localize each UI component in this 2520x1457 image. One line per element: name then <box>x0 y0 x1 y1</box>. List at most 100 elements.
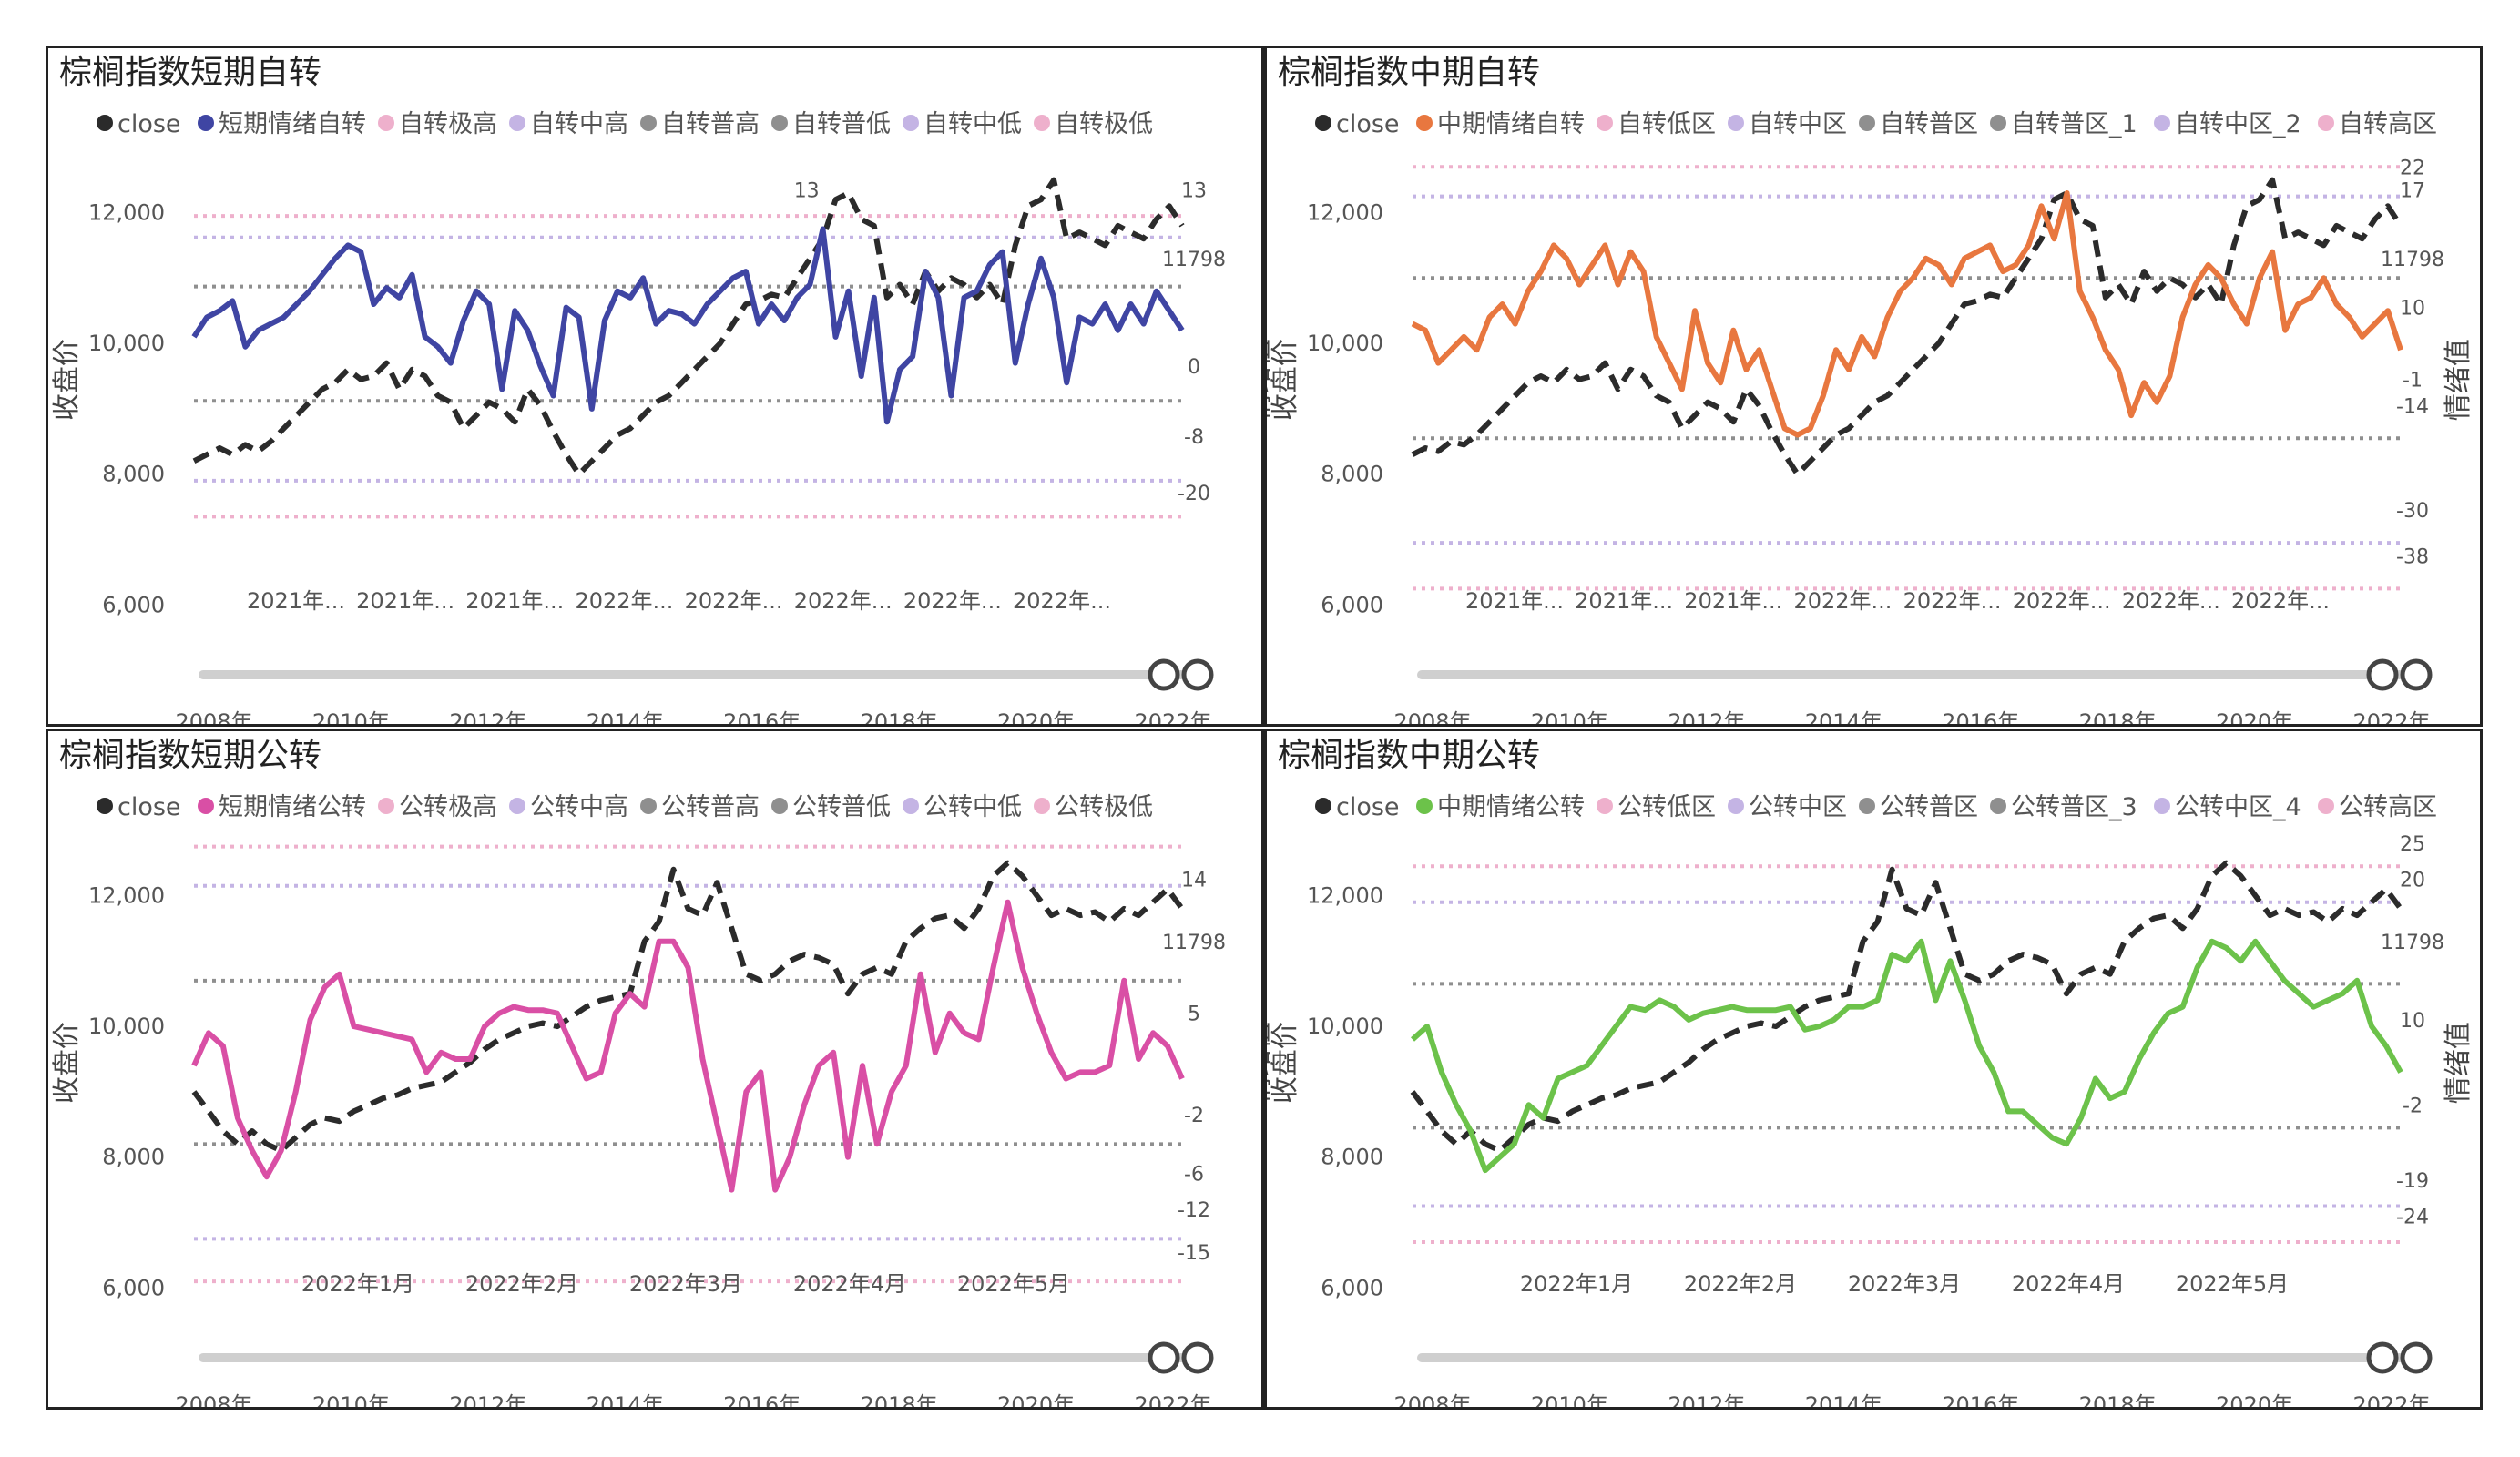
legend-item[interactable]: 自转高区 <box>2318 110 2437 138</box>
slider-handle-end[interactable] <box>2400 658 2433 691</box>
y-tick-label: 6,000 <box>102 592 165 617</box>
legend-label: 公转普区_3 <box>2011 793 2137 821</box>
x-tick-label: 2022年... <box>1013 588 1111 614</box>
series-sentiment-line <box>191 226 1185 425</box>
slider-tick-label: 2010年 <box>1531 1392 1608 1407</box>
legend-label: 短期情绪公转 <box>219 793 366 821</box>
legend-item[interactable]: 公转中区 <box>1728 793 1847 821</box>
legend-item[interactable]: 公转普低 <box>771 793 891 821</box>
slider-tick-label: 2014年 <box>1805 709 1882 724</box>
x-tick-label: 2021年... <box>247 588 345 614</box>
legend-item[interactable]: close <box>1315 793 1400 821</box>
slider-tick-label: 2012年 <box>449 709 526 724</box>
slider-tick-label: 2010年 <box>312 1392 390 1407</box>
legend-item[interactable]: 短期情绪自转 <box>198 110 366 138</box>
legend-label: 自转普高 <box>661 110 760 138</box>
legend-item[interactable]: 自转极低 <box>1034 110 1153 138</box>
legend-marker <box>1859 115 1875 131</box>
slider-tick-label: 2016年 <box>723 709 801 724</box>
legend-label: 公转普高 <box>661 793 760 821</box>
legend-marker <box>1990 115 2006 131</box>
x-tick-label: 2022年1月 <box>301 1271 414 1297</box>
right-axis-label: 11798 <box>2381 249 2444 271</box>
legend-item[interactable]: close <box>97 110 181 138</box>
legend-item[interactable]: close <box>1315 110 1400 138</box>
legend-marker <box>1597 115 1613 131</box>
right-axis-label: 10 <box>2400 298 2425 321</box>
right-axis-label: -1 <box>2403 370 2423 392</box>
legend-item[interactable]: 自转普区_1 <box>1990 110 2137 138</box>
legend-marker <box>1416 798 1433 814</box>
slider-handle-start[interactable] <box>1148 658 1180 691</box>
legend-item[interactable]: 公转极低 <box>1034 793 1153 821</box>
legend-label: 公转低区 <box>1617 793 1716 821</box>
legend-item[interactable]: 自转中区 <box>1728 110 1847 138</box>
legend-item[interactable]: 自转低区 <box>1597 110 1716 138</box>
y-tick-label: 12,000 <box>1307 883 1383 909</box>
slider-handle-end[interactable] <box>1181 658 1214 691</box>
right-axis-label: -6 <box>1184 1164 1204 1187</box>
slider-handle-end[interactable] <box>2400 1341 2433 1374</box>
series-sentiment-line <box>1410 938 2403 1174</box>
legend-item[interactable]: 自转中低 <box>903 110 1022 138</box>
right-axis-label: 5 <box>1188 1004 1200 1026</box>
legend-item[interactable]: 公转中高 <box>509 793 628 821</box>
right-axis-label: -2 <box>1184 1105 1204 1127</box>
y-tick-label: 8,000 <box>1321 1145 1383 1170</box>
legend-item[interactable]: 自转极高 <box>378 110 497 138</box>
x-tick-label: 2022年1月 <box>1520 1271 1633 1297</box>
legend-item[interactable]: 中期情绪自转 <box>1416 110 1585 138</box>
legend-marker <box>1859 798 1875 814</box>
right-axis-label: 11798 <box>1162 932 1226 954</box>
slider-tick-label: 2008年 <box>175 1392 252 1407</box>
legend-item[interactable]: 公转低区 <box>1597 793 1716 821</box>
slider-handle-start[interactable] <box>1148 1341 1180 1374</box>
slider-tick-label: 2014年 <box>1805 1392 1882 1407</box>
legend-item[interactable]: 公转中区_4 <box>2154 793 2301 821</box>
legend-label: 公转中低 <box>923 793 1022 821</box>
slider-tick-label: 2010年 <box>1531 709 1608 724</box>
chart-panel-mid-revolution: 棕榈指数中期公转 close 中期情绪公转 公转低区 公转中区 公转普区 公转普区_3 公转中… <box>1264 728 2483 1410</box>
x-tick-label: 2021年... <box>1684 588 1782 614</box>
legend-label: 公转中区_4 <box>2175 793 2301 821</box>
legend-item[interactable]: 自转中高 <box>509 110 628 138</box>
data-label: 13 <box>794 179 820 202</box>
right-axis-label: 20 <box>2400 870 2425 892</box>
slider-tick-label: 2020年 <box>997 709 1075 724</box>
legend-item[interactable]: 公转普区_3 <box>1990 793 2137 821</box>
legend-item[interactable]: 公转中低 <box>903 793 1022 821</box>
legend-item[interactable]: 自转中区_2 <box>2154 110 2301 138</box>
series-close-line <box>191 860 1185 1154</box>
y-tick-label: 8,000 <box>1321 462 1383 487</box>
legend-marker <box>2154 798 2170 814</box>
chart-svg: 棕榈指数中期自转 close 中期情绪自转 自转低区 自转中区 自转普区 自转普区_1 自转中… <box>1267 54 2474 724</box>
legend-marker <box>1315 798 1331 814</box>
slider-tick-label: 2018年 <box>2079 709 2157 724</box>
legend-item[interactable]: 短期情绪公转 <box>198 793 366 821</box>
y-tick-label: 12,000 <box>88 883 165 909</box>
legend-item[interactable]: 自转普高 <box>640 110 760 138</box>
x-tick-label: 2022年... <box>1793 588 1892 614</box>
series-close-line <box>1411 177 2403 477</box>
legend-label: 自转中区_2 <box>2175 110 2301 138</box>
slider-handle-end[interactable] <box>1181 1341 1214 1374</box>
legend-item[interactable]: 公转普区 <box>1859 793 1978 821</box>
legend-item[interactable]: 公转极高 <box>378 793 497 821</box>
slider-handle-start[interactable] <box>2366 1341 2399 1374</box>
x-tick-label: 2022年2月 <box>465 1271 578 1297</box>
legend-item[interactable]: 中期情绪公转 <box>1416 793 1585 821</box>
legend-item[interactable]: 公转高区 <box>2318 793 2437 821</box>
right-axis-label: 22 <box>2400 157 2425 179</box>
slider-handle-start[interactable] <box>2366 658 2399 691</box>
legend-marker <box>1990 798 2006 814</box>
x-tick-label: 2022年2月 <box>1684 1271 1797 1297</box>
legend-label: close <box>117 793 181 821</box>
legend-item[interactable]: 自转普区 <box>1859 110 1978 138</box>
legend-item[interactable]: 自转普低 <box>771 110 891 138</box>
slider-tick-label: 2022年 <box>2352 1392 2430 1407</box>
legend-item[interactable]: close <box>97 793 181 821</box>
legend-marker <box>640 798 657 814</box>
legend-item[interactable]: 公转普高 <box>640 793 760 821</box>
legend-label: 公转高区 <box>2339 793 2437 821</box>
legend-label: 中期情绪自转 <box>1437 110 1585 138</box>
